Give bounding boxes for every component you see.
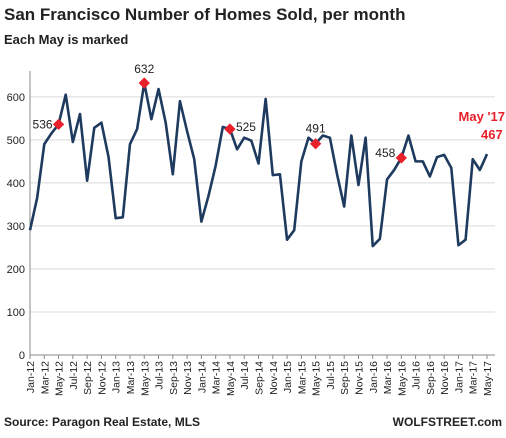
x-tick-label: Jul-14 [239, 361, 251, 390]
x-tick-label: Sep-13 [168, 361, 180, 395]
x-tick-label: Jan-13 [111, 361, 123, 393]
x-tick-label: Jan-14 [196, 361, 208, 393]
y-tick-label: 200 [7, 264, 25, 276]
x-tick-label: May-17 [482, 361, 494, 396]
marker [224, 123, 236, 135]
x-tick-label: Mar-17 [468, 361, 480, 394]
x-tick-label: Jul-16 [411, 361, 423, 390]
x-tick-label: Mar-16 [382, 361, 394, 394]
x-tick-label: Sep-14 [254, 361, 266, 395]
x-tick-label: Nov-12 [96, 361, 108, 395]
x-tick-label: Sep-16 [425, 361, 437, 395]
x-tick-label: Jan-16 [368, 361, 380, 393]
chart-subtitle: Each May is marked [4, 32, 128, 47]
y-tick-label: 600 [7, 92, 25, 104]
line [28, 81, 489, 248]
x-tick-label: Mar-13 [125, 361, 137, 394]
data-label: 491 [306, 122, 326, 136]
marker [309, 138, 322, 150]
y-tick-label: 500 [7, 135, 25, 147]
x-tick-label: Nov-13 [182, 361, 194, 395]
y-tick-label: 0 [19, 350, 25, 362]
x-tick-label: May-13 [139, 361, 151, 396]
data-label: 467 [481, 127, 503, 142]
x-tick-label: Jan-17 [453, 361, 465, 393]
x-tick-label: Sep-15 [339, 361, 351, 395]
y-tick-label: 100 [7, 307, 25, 319]
marker [52, 118, 65, 131]
x-tick-label: Nov-14 [268, 361, 280, 395]
x-tick-label: May-15 [311, 361, 323, 396]
x-tick-label: Mar-12 [39, 361, 51, 394]
marker [138, 77, 150, 89]
data-label: 632 [134, 62, 154, 76]
x-tick-label: Jul-12 [68, 361, 80, 390]
x-tick-label: Nov-15 [353, 361, 365, 395]
x-tick-label: May-14 [225, 361, 237, 396]
x-tick-label: Mar-14 [211, 361, 223, 394]
x-tick-label: Jul-15 [325, 361, 337, 390]
annotation: May '17 [459, 109, 505, 124]
x-tick-label: May-12 [54, 361, 66, 396]
data-label: 536 [33, 117, 53, 131]
credit: WOLFSTREET.com [393, 415, 502, 429]
source: Source: Paragon Real Estate, MLS [4, 415, 200, 429]
x-tick-label: May-16 [396, 361, 408, 396]
chart-title: San Francisco Number of Homes Sold, per … [4, 5, 405, 24]
data-label: 458 [375, 146, 395, 160]
y-tick-label: 400 [7, 178, 25, 190]
x-tick-label: Nov-16 [439, 361, 451, 395]
x-tick-label: Jan-12 [25, 361, 37, 393]
x-tick-label: Jan-15 [282, 361, 294, 393]
data-label: 525 [236, 120, 256, 134]
y-tick-label: 300 [7, 221, 25, 233]
marker [395, 152, 407, 164]
x-tick-label: Jul-13 [154, 361, 166, 390]
x-tick-label: Sep-12 [82, 361, 94, 395]
x-tick-label: Mar-15 [296, 361, 308, 394]
